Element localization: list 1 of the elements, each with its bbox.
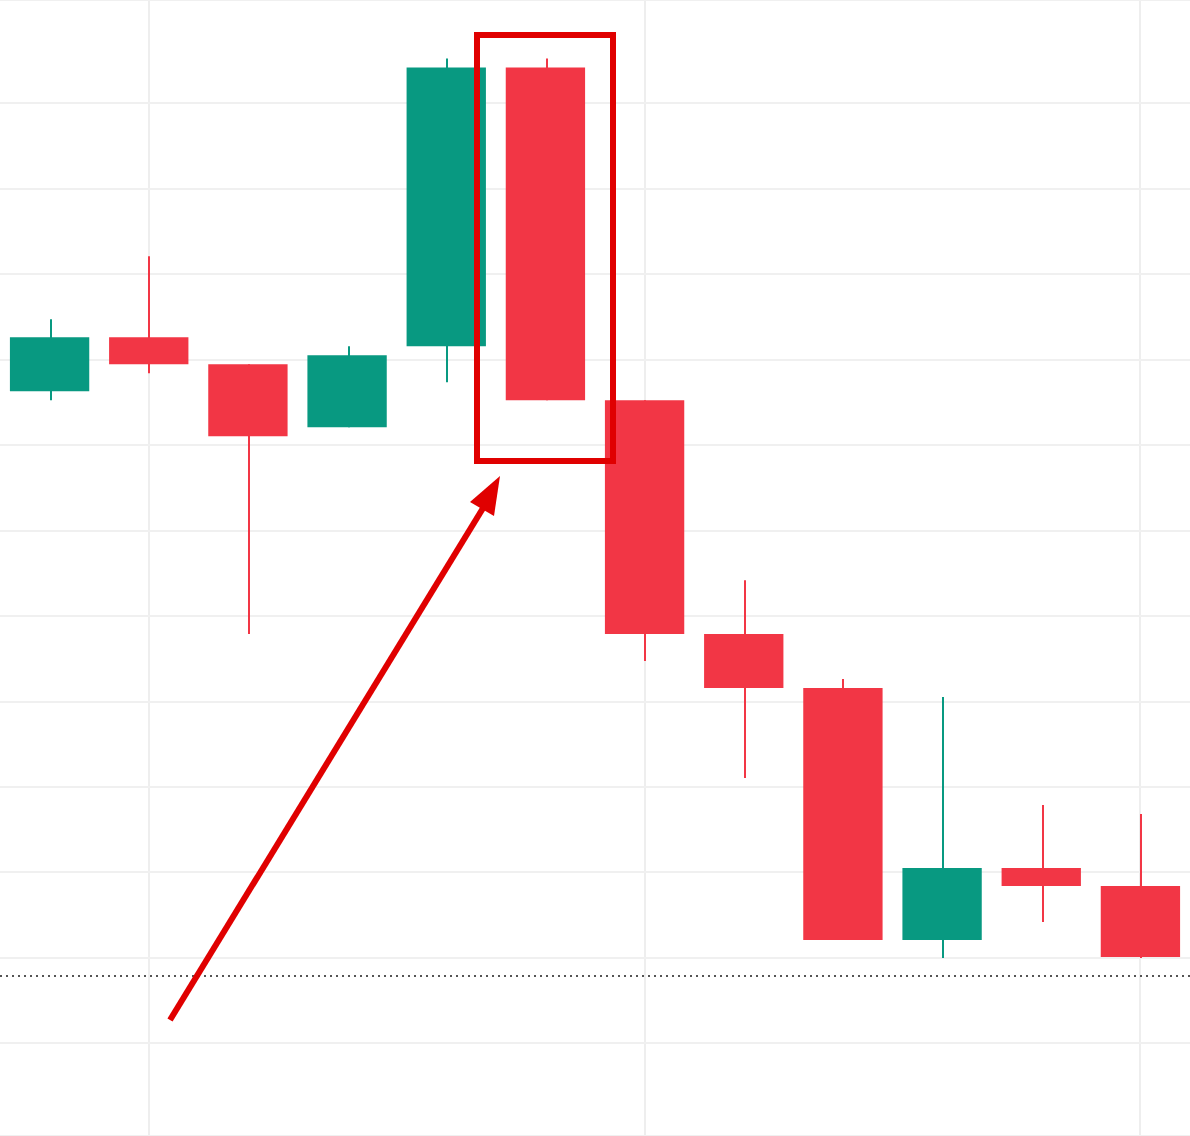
- candlestick: [1001, 804, 1081, 923]
